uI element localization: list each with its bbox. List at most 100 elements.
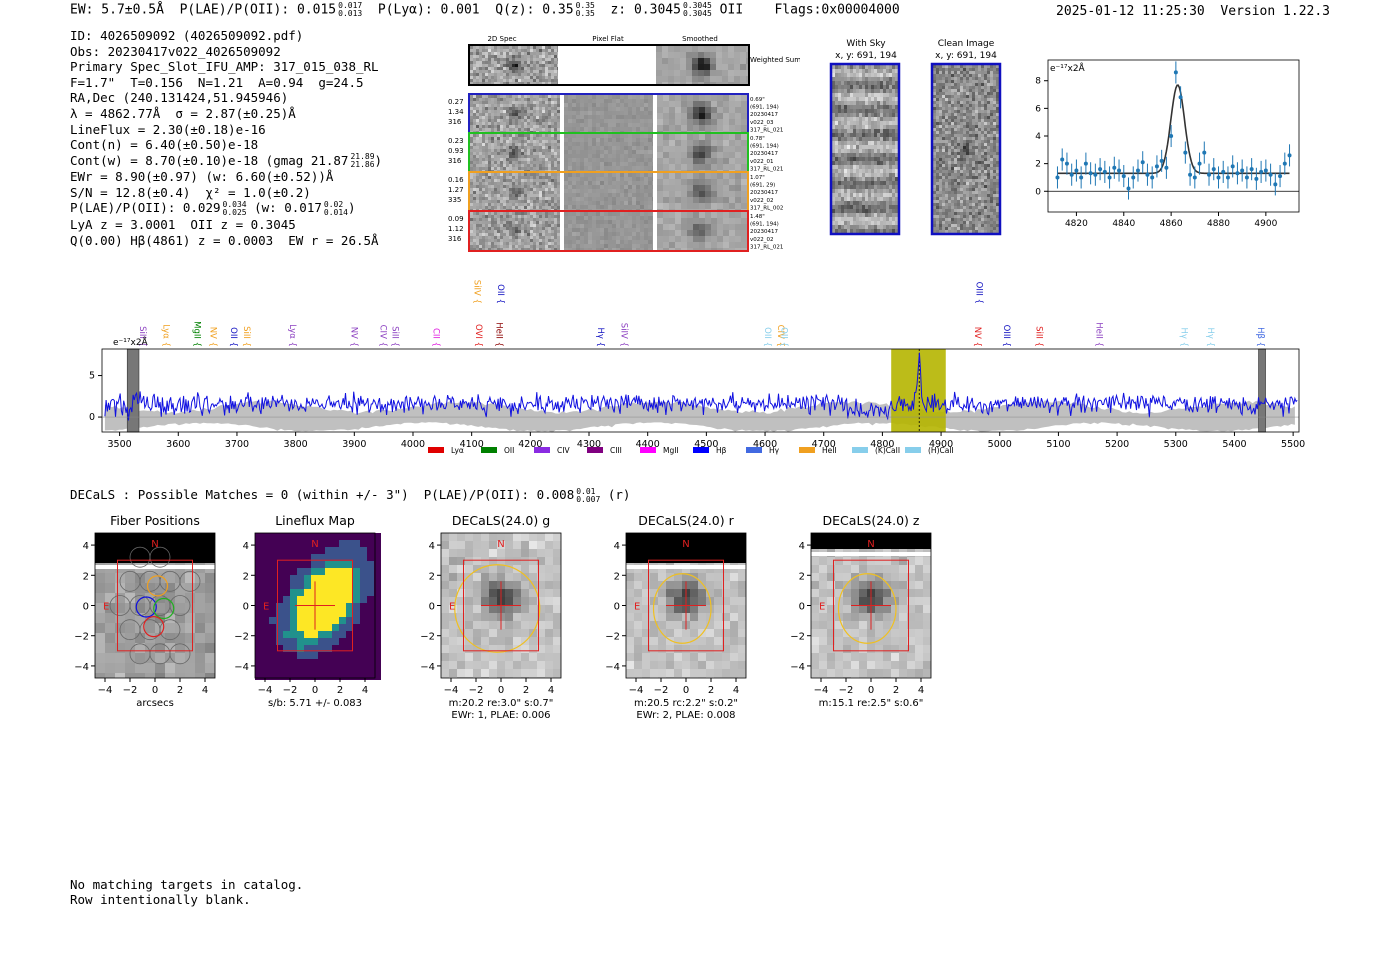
noise-pixel	[518, 239, 521, 242]
noise-pixel	[539, 224, 542, 227]
noise-pixel	[596, 228, 600, 232]
sky-pixel	[841, 125, 844, 129]
noise-pixel	[954, 116, 957, 119]
noise-pixel	[987, 128, 990, 131]
noise-pixel	[746, 76, 748, 82]
noise-pixel	[648, 228, 652, 232]
noise-pixel	[506, 179, 509, 182]
noise-pixel	[596, 146, 600, 150]
sky-pixel	[832, 197, 835, 201]
noise-pixel	[542, 245, 545, 248]
noise-pixel	[476, 203, 479, 206]
noise-pixel	[473, 245, 476, 248]
noise-pixel	[693, 185, 699, 191]
noise-pixel	[640, 134, 644, 138]
sky-pixel	[853, 133, 856, 137]
noise-pixel	[572, 166, 576, 170]
noise-pixel	[533, 73, 536, 76]
noise-pixel	[521, 185, 524, 188]
noise-pixel	[512, 155, 515, 158]
noise-pixel	[978, 71, 981, 74]
noise-pixel	[957, 77, 960, 80]
noise-pixel	[500, 67, 503, 70]
sky-pixel	[835, 149, 838, 153]
noise-pixel	[993, 80, 996, 83]
noise-pixel	[509, 67, 512, 70]
noise-pixel	[476, 119, 479, 122]
sky-pixel	[877, 113, 880, 117]
noise-pixel	[572, 177, 576, 181]
noise-pixel	[993, 89, 996, 92]
noise-pixel	[576, 127, 580, 131]
noise-pixel	[616, 103, 620, 107]
noise-pixel	[527, 134, 530, 137]
noise-pixel	[705, 152, 711, 158]
noise-pixel	[628, 205, 632, 209]
sky-pixel	[883, 201, 886, 205]
noise-pixel	[996, 104, 999, 107]
noise-pixel	[584, 127, 588, 131]
sky-pixel	[895, 97, 898, 101]
noise-pixel	[530, 140, 533, 143]
noise-pixel	[473, 125, 476, 128]
noise-pixel	[476, 176, 479, 179]
noise-pixel	[530, 245, 533, 248]
noise-pixel	[527, 113, 530, 116]
noise-pixel	[494, 64, 497, 67]
noise-pixel	[644, 134, 648, 138]
noise-pixel	[624, 103, 628, 107]
noise-pixel	[969, 122, 972, 125]
noise-pixel	[515, 137, 518, 140]
noise-pixel	[494, 158, 497, 161]
noise-pixel	[588, 248, 592, 250]
noise-pixel	[476, 161, 479, 164]
sky-pixel	[871, 177, 874, 181]
noise-pixel	[509, 242, 512, 245]
noise-pixel	[479, 73, 482, 76]
noise-pixel	[600, 193, 604, 197]
noise-pixel	[470, 119, 473, 122]
noise-pixel	[488, 137, 491, 140]
noise-pixel	[494, 134, 497, 137]
noise-pixel	[717, 212, 723, 218]
noise-pixel	[485, 155, 488, 158]
noise-pixel	[503, 137, 506, 140]
noise-pixel	[568, 166, 572, 170]
noise-pixel	[960, 83, 963, 86]
sky-pixel	[859, 173, 862, 177]
noise-pixel	[476, 206, 479, 209]
sky-pixel	[850, 133, 853, 137]
sky-pixel	[847, 145, 850, 149]
noise-pixel	[470, 122, 473, 125]
noise-pixel	[554, 52, 557, 55]
noise-pixel	[521, 245, 524, 248]
sky-pixel	[862, 117, 865, 121]
noise-pixel	[636, 142, 640, 146]
sky-pixel	[835, 109, 838, 113]
noise-pixel	[488, 55, 491, 58]
noise-pixel	[545, 230, 548, 233]
sky-pixel	[868, 77, 871, 81]
sky-pixel	[874, 93, 877, 97]
noise-pixel	[987, 107, 990, 110]
noise-pixel	[515, 248, 518, 250]
noise-pixel	[981, 83, 984, 86]
noise-pixel	[503, 98, 506, 101]
noise-pixel	[604, 123, 608, 127]
noise-pixel	[657, 197, 663, 203]
sky-pixel	[835, 185, 838, 189]
noise-pixel	[479, 197, 482, 200]
sky-pixel	[835, 125, 838, 129]
sky-pixel	[847, 193, 850, 197]
noise-pixel	[722, 64, 728, 70]
noise-pixel	[699, 212, 705, 218]
noise-pixel	[978, 137, 981, 140]
sky-pixel	[835, 101, 838, 105]
noise-pixel	[636, 216, 640, 220]
noise-pixel	[681, 224, 687, 230]
noise-pixel	[628, 103, 632, 107]
sky-pixel	[883, 169, 886, 173]
noise-pixel	[485, 182, 488, 185]
noise-pixel	[699, 236, 705, 242]
sky-pixel	[871, 229, 874, 233]
